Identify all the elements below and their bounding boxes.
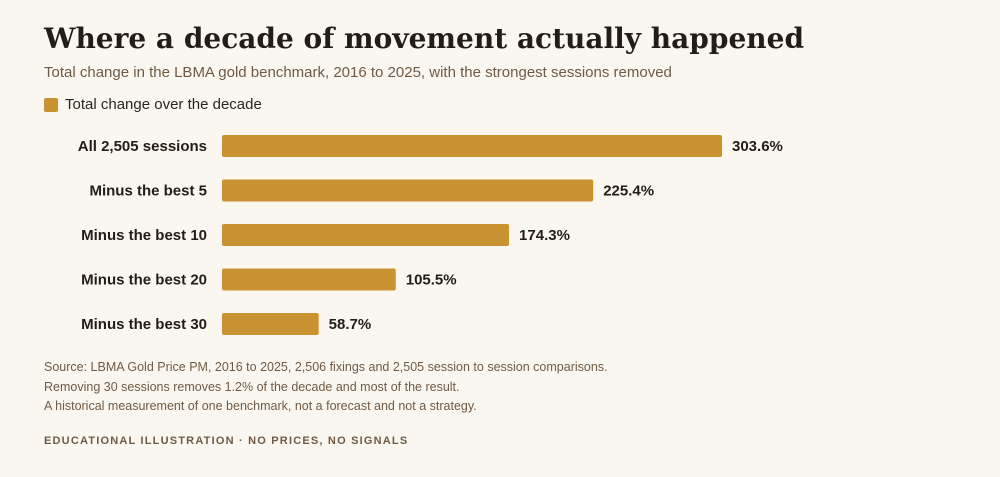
method-note: Removing 30 sessions removes 1.2% of the… [44,379,460,394]
value-label: 58.7% [329,316,372,333]
legend: Total change over the decade [44,96,262,113]
category-label: Minus the best 20 [81,272,207,289]
chart-title: Where a decade of movement actually happ… [44,22,805,55]
bar [222,179,594,202]
legend-label: Total change over the decade [65,96,262,113]
value-label: 174.3% [519,227,570,244]
chart-notes: Source: LBMA Gold Price PM, 2016 to 2025… [44,358,608,417]
category-label: Minus the best 10 [81,227,207,244]
bar [222,268,396,291]
legend-swatch [44,97,58,112]
bar [222,135,722,157]
bar-chart: All 2,505 sessions 303.6% Minus the best 5… [78,135,783,335]
category-label: Minus the best 30 [81,316,207,333]
source-note: Source: LBMA Gold Price PM, 2016 to 2025… [44,360,608,374]
value-label: 105.5% [406,272,457,289]
category-label: Minus the best 5 [89,183,207,200]
chart-subtitle: Total change in the LBMA gold benchmark,… [44,64,672,81]
value-label: 225.4% [603,183,654,200]
bar [222,313,319,335]
value-label: 303.6% [732,138,783,155]
bar [222,224,510,246]
disclaimer-note: A historical measurement of one benchmar… [44,399,477,413]
footer-tag: EDUCATIONAL ILLUSTRATION · NO PRICES, NO… [44,435,409,447]
category-label: All 2,505 sessions [78,138,207,155]
